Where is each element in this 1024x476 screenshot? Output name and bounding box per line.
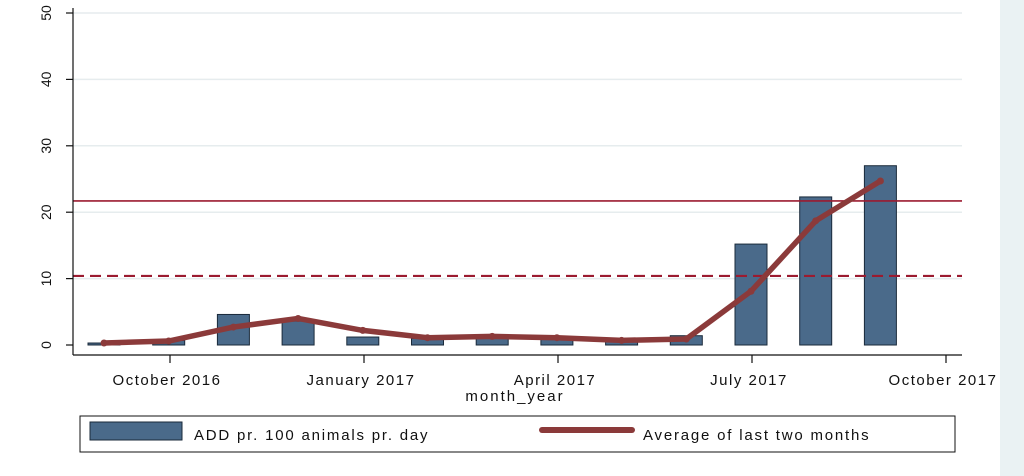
line-point-2017-02: [424, 334, 431, 342]
line-point-2017-05: [618, 336, 626, 344]
legend: ADD pr. 100 animals pr. day Average of l…: [79, 415, 956, 453]
legend-line-marker: [584, 427, 590, 433]
line-point-2017-06: [682, 335, 690, 343]
line-point-2016-11: [229, 323, 237, 331]
line-point-2017-08: [812, 217, 820, 225]
line-point-2017-09: [876, 177, 884, 185]
legend-bar-label: ADD pr. 100 animals pr. day: [194, 427, 429, 444]
line-point-2016-10: [165, 337, 173, 345]
x-ticks: October 2016 January 2017 April 2017 July 2…: [113, 355, 998, 389]
legend-box: [79, 415, 956, 453]
x-axis-label: month_year: [465, 388, 564, 405]
bar-2017-09: [863, 165, 897, 346]
line-point-2017-03: [488, 332, 496, 340]
reference-lines: [73, 200, 962, 278]
line-point-2017-01: [359, 326, 367, 334]
line-series: [100, 177, 884, 347]
line-point-2017-07: [747, 287, 755, 295]
axes: [72, 8, 962, 356]
legend-line-label: Average of last two months: [643, 427, 870, 444]
line-point-2016-09: [100, 339, 108, 347]
legend-bar-swatch: [89, 421, 183, 441]
y-tick-label: 40: [38, 71, 54, 87]
line-point-2016-12: [294, 314, 302, 322]
x-tick-label: April 2017: [514, 372, 597, 389]
y-tick-label: 20: [38, 204, 54, 220]
y-tick-label: 10: [38, 271, 54, 287]
y-tick-label: 50: [38, 5, 54, 21]
x-tick-label: October 2016: [113, 372, 222, 389]
y-tick-label: 30: [38, 138, 54, 154]
y-ticks: 0 10 20 30 40 50: [38, 5, 73, 349]
bar-2017-01: [346, 336, 380, 346]
x-tick-label: January 2017: [307, 372, 416, 389]
x-tick-label: July 2017: [710, 372, 788, 389]
y-tick-label: 0: [38, 341, 54, 349]
bar-2016-12: [281, 320, 315, 346]
x-tick-label: October 2017: [889, 372, 998, 389]
line-point-2017-04: [553, 334, 561, 342]
